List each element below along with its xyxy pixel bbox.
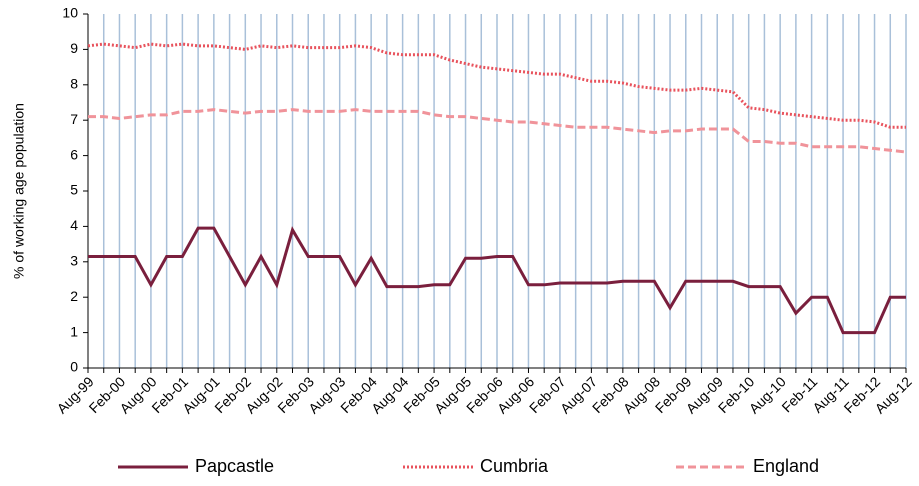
legend-label: England (753, 456, 819, 476)
y-tick-label: 4 (70, 217, 78, 233)
y-tick-label: 1 (70, 323, 78, 339)
y-tick-label: 7 (70, 111, 78, 127)
y-axis-label: % of working age population (11, 103, 27, 279)
line-series (88, 226, 906, 335)
y-tick-label: 2 (70, 288, 78, 304)
y-tick-label: 8 (70, 76, 78, 92)
y-tick-label: 10 (62, 5, 78, 21)
y-tick-label: 0 (70, 359, 78, 375)
line-series (87, 42, 906, 129)
legend-label: Papcastle (195, 456, 274, 476)
legend-label: Cumbria (480, 456, 549, 476)
y-tick-label: 9 (70, 40, 78, 56)
line-series (88, 108, 907, 154)
y-tick-label: 3 (70, 253, 78, 269)
y-tick-label: 6 (70, 146, 78, 162)
y-tick-label: 5 (70, 182, 78, 198)
